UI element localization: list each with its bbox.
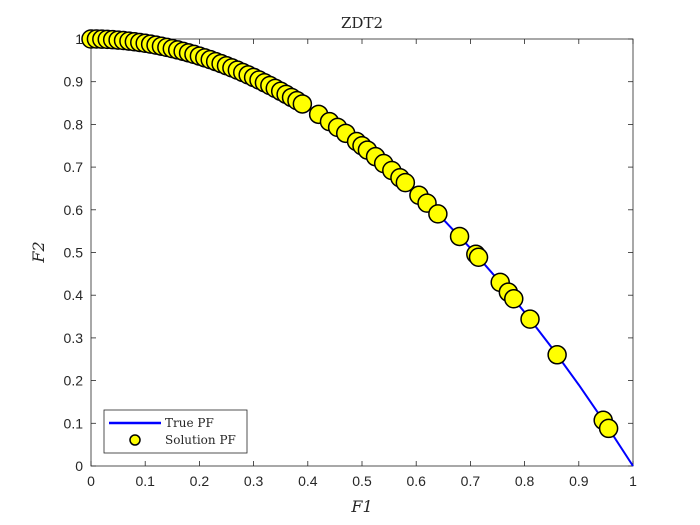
y-tick-label: 0.8 bbox=[64, 116, 84, 132]
y-tick-label: 0.5 bbox=[64, 245, 84, 261]
x-tick-label: 0.8 bbox=[515, 473, 535, 489]
legend-label-true-pf: True PF bbox=[165, 416, 214, 430]
solution-point bbox=[292, 94, 313, 114]
chart-title: ZDT2 bbox=[341, 14, 383, 32]
legend-swatch-solution-pf bbox=[129, 434, 141, 446]
y-tick-label: 0.1 bbox=[64, 415, 84, 431]
legend-label-solution-pf: Solution PF bbox=[165, 433, 236, 447]
x-axis-ticks: 0 0.1 0.2 0.3 0.4 0.5 0.6 0.7 0.8 0.9 1 bbox=[87, 39, 637, 489]
solution-point bbox=[547, 345, 567, 365]
x-axis-label: F1 bbox=[350, 497, 372, 516]
x-tick-label: 0.3 bbox=[244, 473, 264, 489]
y-tick-label: 0.3 bbox=[64, 330, 84, 346]
x-tick-label: 0 bbox=[87, 473, 95, 489]
legend-box bbox=[103, 409, 248, 454]
x-tick-label: 0.2 bbox=[190, 473, 210, 489]
solution-point bbox=[520, 309, 540, 329]
y-axis-ticks: 0 0.1 0.2 0.3 0.4 0.5 0.6 0.7 0.8 0.9 1 bbox=[64, 31, 633, 474]
y-tick-label: 0.4 bbox=[64, 287, 84, 303]
x-tick-label: 0.1 bbox=[135, 473, 155, 489]
solution-point bbox=[468, 247, 489, 268]
x-tick-label: 1 bbox=[629, 473, 637, 489]
solution-point bbox=[598, 418, 619, 439]
y-tick-label: 0 bbox=[75, 458, 83, 474]
y-tick-label: 0.7 bbox=[64, 159, 84, 175]
y-tick-label: 0.9 bbox=[64, 74, 84, 90]
x-tick-label: 0.4 bbox=[298, 473, 318, 489]
y-axis-label: F2 bbox=[29, 241, 48, 263]
series-layer bbox=[81, 29, 634, 467]
solution-point bbox=[449, 226, 470, 247]
y-tick-label: 1 bbox=[75, 31, 83, 47]
solution-point bbox=[504, 289, 524, 309]
solution-point bbox=[395, 172, 416, 193]
plot-area bbox=[90, 38, 634, 467]
x-tick-label: 0.5 bbox=[352, 473, 372, 489]
solution-point bbox=[428, 204, 448, 224]
y-tick-label: 0.6 bbox=[64, 202, 84, 218]
legend: True PF Solution PF bbox=[103, 409, 248, 454]
y-tick-label: 0.2 bbox=[64, 373, 84, 389]
x-tick-label: 0.6 bbox=[406, 473, 426, 489]
x-tick-label: 0.7 bbox=[461, 473, 481, 489]
x-tick-label: 0.9 bbox=[569, 473, 589, 489]
